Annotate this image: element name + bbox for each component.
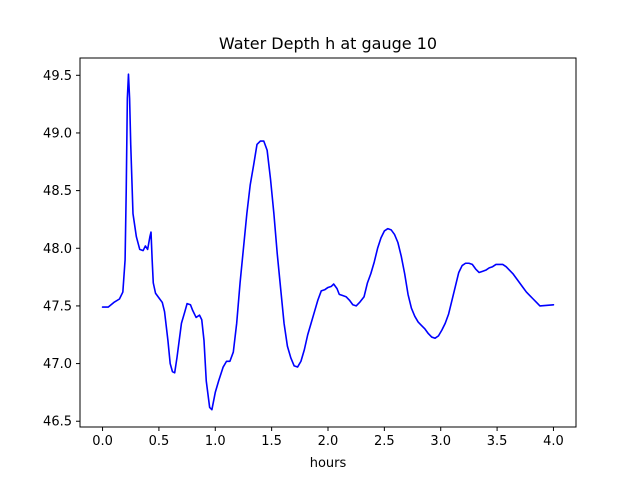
y-tick-label: 48.0 (43, 242, 72, 257)
series-line-0 (101, 73, 555, 411)
x-axis-label: hours (310, 456, 347, 471)
x-tick-label: 4.0 (543, 434, 564, 449)
y-tick-label: 46.5 (43, 415, 72, 430)
x-tick-label: 1.0 (205, 434, 226, 449)
x-tick-label: 2.5 (374, 434, 395, 449)
x-tick-label: 0.0 (92, 434, 113, 449)
x-tick-label: 3.0 (430, 434, 451, 449)
y-tick-label: 47.5 (43, 299, 72, 314)
y-tick-label: 47.0 (43, 357, 72, 372)
chart-title: Water Depth h at gauge 10 (219, 34, 437, 53)
plot-layer (101, 73, 555, 411)
y-tick-label: 48.5 (43, 184, 72, 199)
y-tick-label: 49.0 (43, 126, 72, 141)
x-tick-label: 1.5 (261, 434, 282, 449)
x-tick-label: 0.5 (149, 434, 170, 449)
x-axis-ticks: 0.0 0.5 1.0 1.5 2.0 2.5 3.0 3.5 4.0 (92, 427, 564, 449)
y-axis-ticks: 46.5 47.0 47.5 48.0 48.5 49.0 49.5 (43, 69, 80, 430)
y-tick-label: 49.5 (43, 69, 72, 84)
x-tick-label: 2.0 (318, 434, 339, 449)
x-tick-label: 3.5 (487, 434, 508, 449)
